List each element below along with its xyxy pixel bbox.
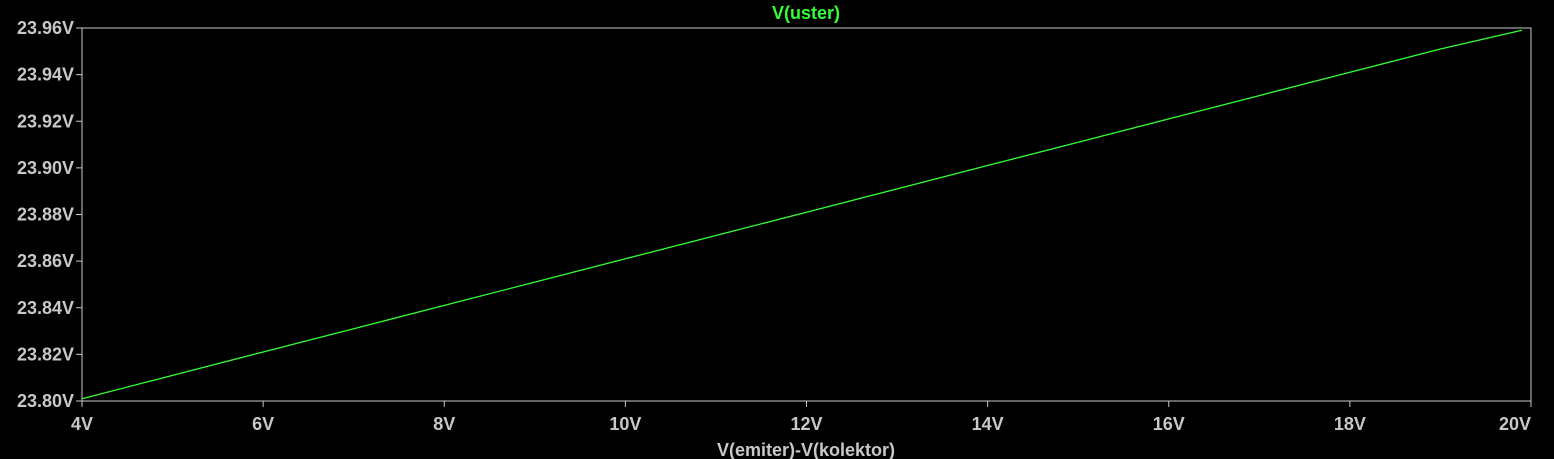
y-tick-label: 23.96V xyxy=(17,18,74,38)
x-tick-label: 18V xyxy=(1334,414,1366,434)
y-tick-label: 23.92V xyxy=(17,111,74,131)
y-tick-label: 23.82V xyxy=(17,344,74,364)
x-tick-label: 16V xyxy=(1153,414,1185,434)
x-tick-label: 4V xyxy=(71,414,93,434)
x-axis: 4V 6V 8V 10V 12V 14V 16V 18V 20V xyxy=(71,401,1532,434)
y-tick-label: 23.84V xyxy=(17,298,74,318)
trace-title[interactable]: V(uster) xyxy=(772,3,840,23)
x-axis-title[interactable]: V(emiter)-V(kolektor) xyxy=(717,440,895,459)
x-tick-label: 8V xyxy=(433,414,455,434)
x-tick-label: 10V xyxy=(609,414,641,434)
y-tick-label: 23.94V xyxy=(17,65,74,85)
x-tick-label: 6V xyxy=(252,414,274,434)
trace-line-v-uster[interactable] xyxy=(81,29,1523,400)
x-tick-label: 14V xyxy=(972,414,1004,434)
y-tick-label: 23.86V xyxy=(17,251,74,271)
y-tick-label: 23.88V xyxy=(17,205,74,225)
x-tick-label: 20V xyxy=(1499,414,1531,434)
x-tick-label: 12V xyxy=(790,414,822,434)
y-tick-label: 23.80V xyxy=(17,391,74,411)
y-axis: 23.80V 23.82V 23.84V 23.86V 23.88V 23.90V 23.9… xyxy=(17,18,82,411)
y-tick-label: 23.90V xyxy=(17,158,74,178)
